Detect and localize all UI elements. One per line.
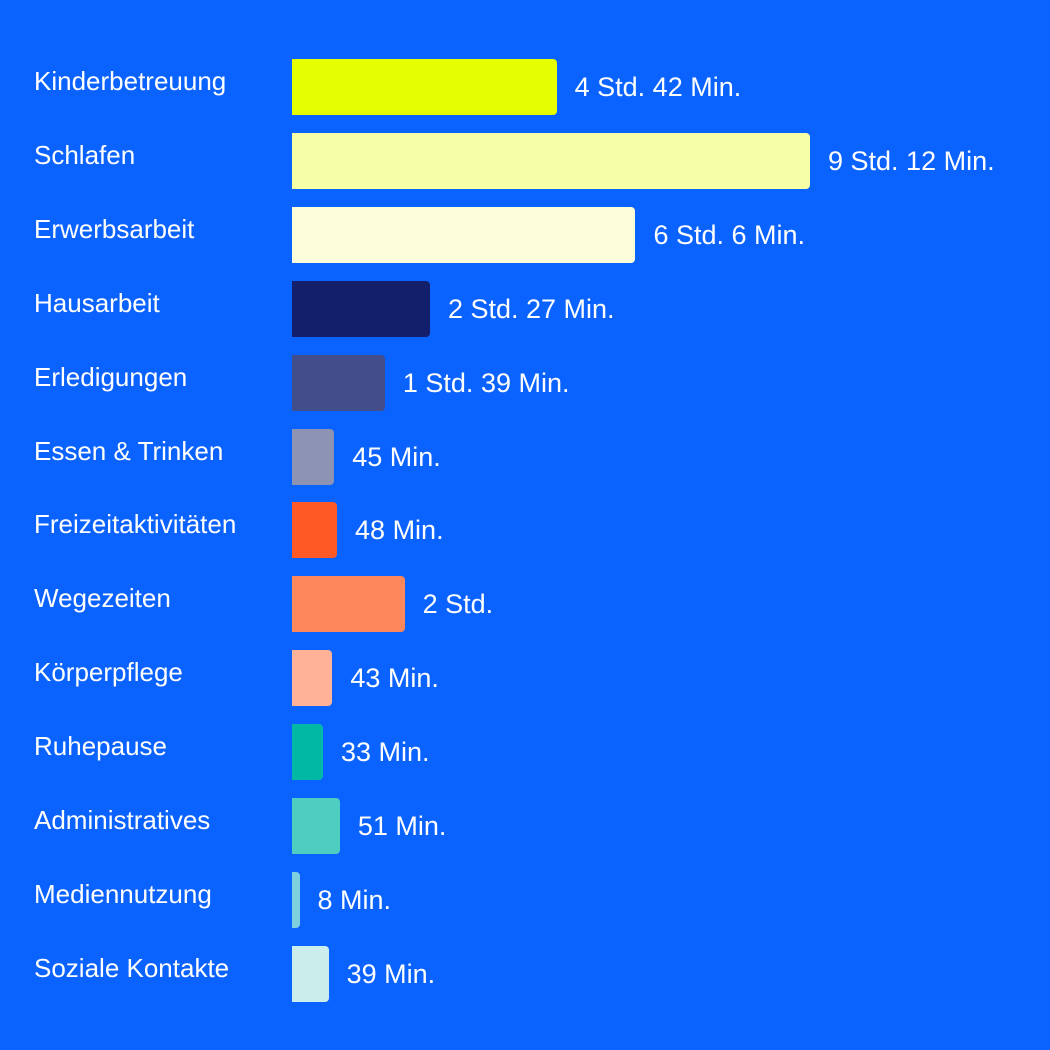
- category-label: Erwerbsarbeit: [34, 213, 195, 244]
- value-label: 4 Std. 42 Min.: [574, 72, 742, 102]
- category-label: Essen & Trinken: [34, 435, 224, 466]
- value-label: 48 Min.: [355, 515, 444, 546]
- bar: [292, 428, 335, 485]
- bar: [292, 502, 338, 559]
- bar: [292, 206, 636, 263]
- category-label: Ruhepause: [34, 731, 167, 762]
- bar: [292, 724, 323, 781]
- value-label: 39 Min.: [346, 958, 436, 989]
- category-label: Erledigungen: [34, 361, 188, 392]
- bar: [292, 650, 333, 707]
- value-label: 43 Min.: [350, 663, 439, 694]
- value-label: 1 Std. 39 Min.: [402, 367, 570, 398]
- bar: [292, 576, 405, 633]
- category-label: Wegezeiten: [34, 583, 171, 614]
- value-label: 6 Std. 6 Min.: [653, 219, 806, 250]
- category-label: Administratives: [34, 805, 211, 835]
- value-label: 2 Std. 27 Min.: [447, 293, 615, 324]
- bar: [292, 871, 300, 928]
- category-label: Schlafen: [34, 139, 136, 170]
- category-label: Kinderbetreuung: [34, 66, 227, 96]
- category-label: Körperpflege: [34, 657, 183, 688]
- value-label: 2 Std.: [422, 589, 494, 620]
- bar: [292, 132, 810, 189]
- bar: [292, 945, 329, 1002]
- bar: [292, 798, 340, 854]
- category-label: Hausarbeit: [34, 287, 160, 318]
- value-label: 8 Min.: [317, 884, 392, 915]
- category-label: Freizeitaktivitäten: [34, 509, 237, 540]
- value-label: 45 Min.: [352, 441, 441, 472]
- category-label: Soziale Kontakte: [34, 952, 230, 983]
- value-label: 51 Min.: [357, 811, 447, 841]
- value-label: 9 Std. 12 Min.: [828, 145, 995, 176]
- bar: [292, 280, 430, 337]
- value-label: 33 Min.: [340, 737, 430, 768]
- bar: [292, 59, 557, 115]
- bar: [292, 354, 385, 411]
- category-label: Mediennutzung: [34, 878, 212, 909]
